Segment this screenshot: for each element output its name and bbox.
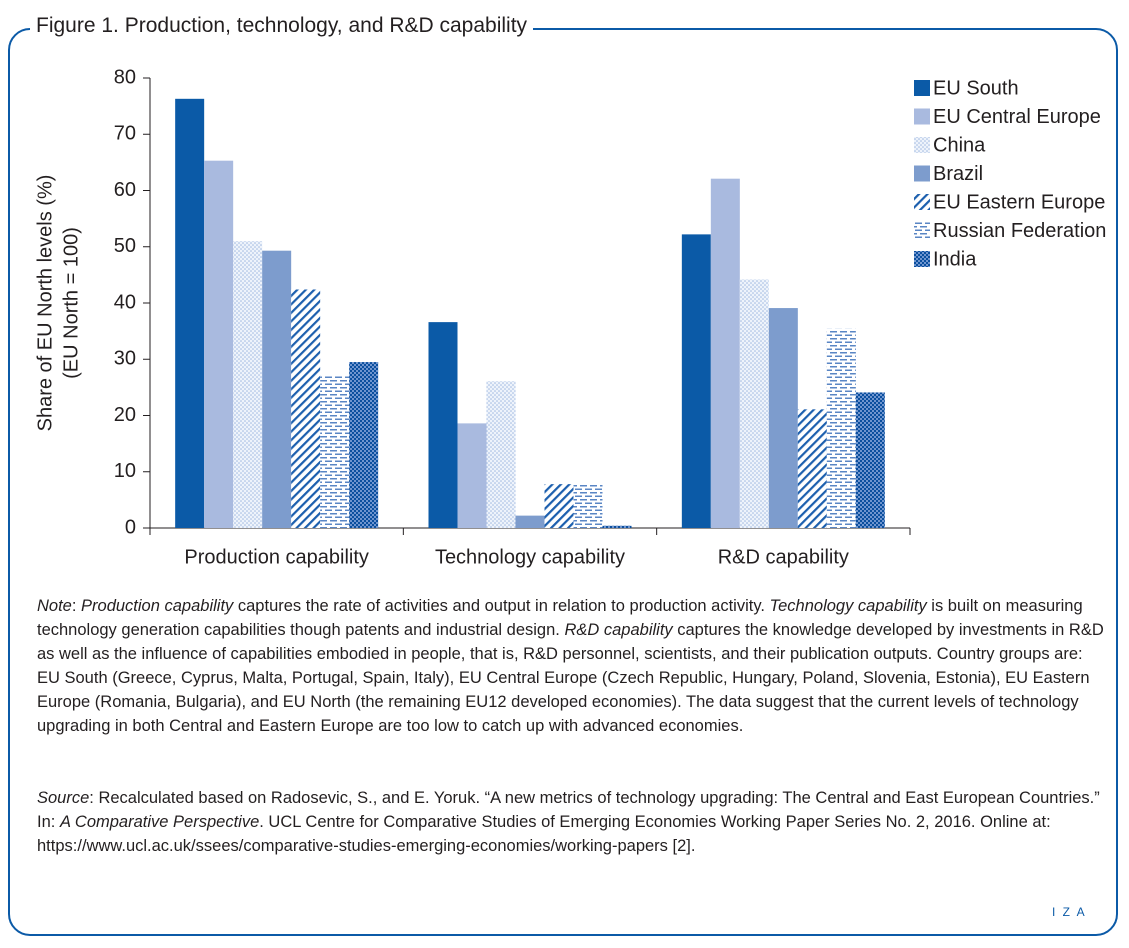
legend-label: Russian Federation [933, 220, 1106, 242]
source: Source: Recalculated based on Radosevic,… [37, 786, 1107, 858]
legend-label: EU Central Europe [933, 106, 1101, 128]
legend-label: India [933, 248, 977, 270]
note-text: is built on measuring technology generat… [37, 597, 1083, 639]
y-tick-label: 30 [114, 348, 136, 370]
note: Note: Production capability captures the… [37, 594, 1107, 738]
y-tick-label: 50 [114, 235, 136, 257]
source-title: A Comparative Perspective [59, 813, 260, 831]
y-tick-label: 40 [114, 291, 136, 313]
x-tick-label: Production capability [184, 546, 369, 568]
y-tick-label: 70 [114, 123, 136, 145]
y-axis-label: (EU North = 100) [60, 227, 82, 379]
y-tick-label: 20 [114, 404, 136, 426]
legend-swatch [914, 80, 930, 96]
bar [826, 328, 856, 528]
legend-swatch [914, 165, 930, 182]
legend-swatch [914, 194, 930, 210]
bar [291, 289, 321, 528]
chart-title: Figure 1. Production, technology, and R&… [30, 14, 534, 38]
bar [573, 484, 603, 528]
bar [233, 241, 263, 528]
legend-swatch [914, 108, 930, 125]
y-tick-label: 60 [114, 179, 136, 201]
source-text: . UCL Centre for Comparative Studies of … [37, 813, 1051, 855]
y-axis-label: Share of EU North levels (%) [34, 175, 56, 432]
bar [681, 234, 711, 528]
bar [457, 423, 487, 528]
legend-swatch [914, 222, 930, 239]
bar [739, 279, 769, 528]
x-tick-label: Technology capability [435, 546, 625, 568]
bar [544, 484, 574, 528]
source-text: : Recalculated based on Radosevic, S., a… [37, 789, 1100, 831]
y-tick-label: 10 [114, 460, 136, 482]
chart: 0 10 20 30 40 50 60 70 80 Share of EU North level… [34, 66, 1106, 568]
note-term: Technology capability [769, 597, 927, 615]
note-label: Note [37, 597, 72, 615]
legend-label: EU Eastern Europe [933, 191, 1105, 213]
bar [349, 362, 379, 528]
bar [486, 381, 516, 528]
legend-swatch [914, 137, 930, 153]
source-label: Source [37, 789, 90, 807]
bar [855, 392, 885, 528]
legend-label: EU South [933, 77, 1019, 99]
bar [768, 308, 798, 528]
x-tick-label: R&D capability [718, 546, 849, 568]
bar [797, 409, 827, 528]
note-text: captures the knowledge developed by inve… [37, 621, 1104, 735]
bar [710, 178, 740, 528]
y-tick-label: 80 [114, 66, 136, 88]
note-term: R&D capability [564, 621, 673, 639]
legend-swatch [914, 251, 930, 267]
legend-label: China [933, 134, 986, 156]
bar [320, 376, 350, 528]
note-text: : [71, 597, 82, 615]
note-text: captures the rate of activities and outp… [233, 597, 770, 615]
frame [8, 28, 1118, 936]
bar [602, 525, 632, 528]
bar [175, 98, 205, 528]
bar [428, 322, 458, 528]
legend-label: Brazil [933, 163, 983, 185]
bar [204, 160, 234, 528]
bar [515, 515, 545, 528]
bar [262, 250, 292, 528]
y-tick-label: 0 [125, 516, 136, 538]
note-term: Production capability [81, 597, 234, 615]
footer-logo: I Z A [1052, 905, 1087, 919]
